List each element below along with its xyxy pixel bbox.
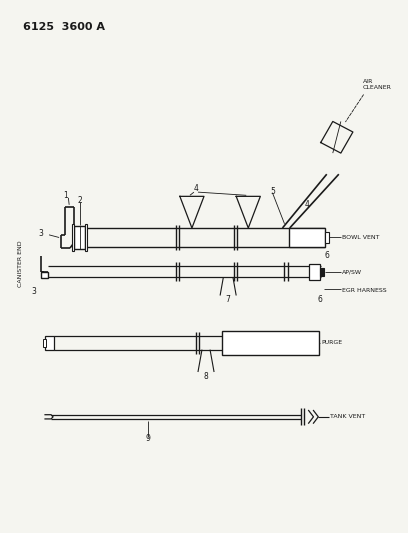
Bar [222, 332, 319, 354]
Text: AIR
CLEANER: AIR CLEANER [363, 79, 392, 90]
Text: EGR HARNESS: EGR HARNESS [341, 288, 386, 293]
Bar [45, 336, 54, 350]
Bar [85, 224, 87, 251]
Text: 3: 3 [39, 229, 43, 238]
Text: AP/SW: AP/SW [341, 269, 361, 274]
Bar [325, 232, 329, 243]
Text: PURGE: PURGE [322, 341, 343, 345]
Text: 6125  3600 A: 6125 3600 A [23, 21, 105, 31]
Text: BOWL VENT: BOWL VENT [341, 235, 379, 240]
Text: 5: 5 [270, 187, 275, 196]
Bar [74, 226, 85, 249]
Text: 2: 2 [77, 196, 82, 205]
Text: 4: 4 [193, 184, 198, 193]
Bar [320, 268, 324, 276]
Bar [41, 272, 48, 278]
Text: 6: 6 [324, 252, 329, 261]
Text: 8: 8 [204, 372, 208, 381]
Text: 3: 3 [31, 287, 36, 296]
Bar [43, 339, 46, 347]
Bar [308, 264, 320, 280]
Text: 7: 7 [226, 295, 231, 304]
Text: 4: 4 [304, 200, 309, 209]
Text: CANISTER END: CANISTER END [18, 240, 23, 287]
Text: 6: 6 [317, 295, 322, 304]
Text: 9: 9 [145, 434, 150, 443]
Text: TANK VENT: TANK VENT [330, 414, 366, 419]
Text: 1: 1 [64, 191, 68, 200]
Bar [288, 228, 325, 247]
Bar [72, 224, 74, 251]
